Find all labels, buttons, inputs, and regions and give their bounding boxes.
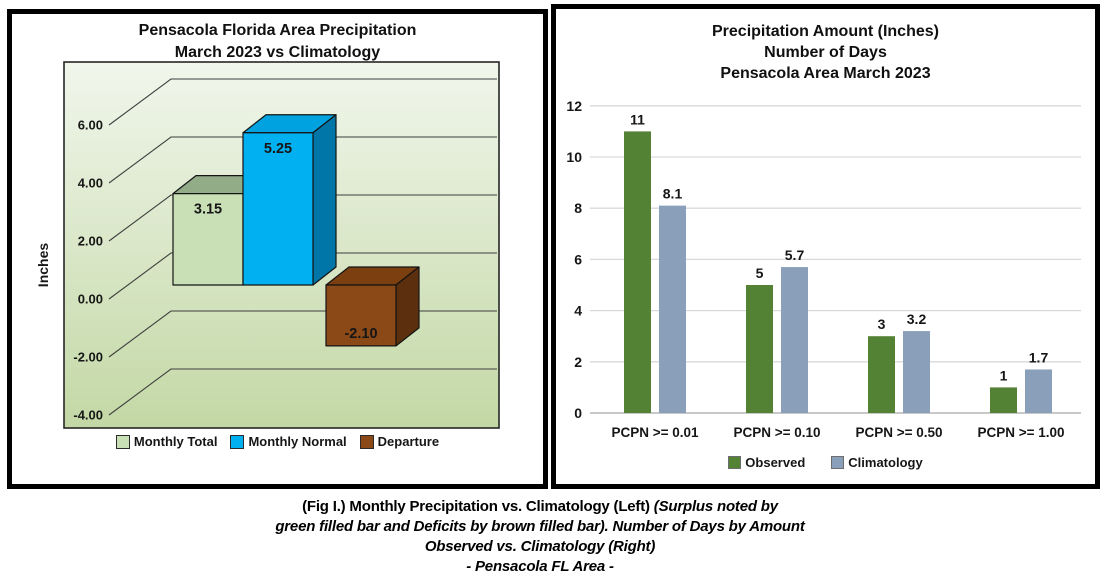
legend-swatch-monthly-total bbox=[115, 434, 130, 449]
legend-label: Climatology bbox=[848, 455, 923, 470]
legend-swatch-climatology bbox=[831, 456, 845, 469]
precip-3d-bar-chart: 6.00 4.00 2.00 0.00 -2.00 -4.00 3.15 5.25 -2.10 I… bbox=[35, 61, 500, 429]
bar-climatology bbox=[1025, 369, 1052, 413]
bar-value-label: -2.10 bbox=[344, 326, 377, 342]
bar-departure: -2.10 bbox=[325, 266, 420, 347]
legend-swatch-departure bbox=[359, 434, 374, 449]
bar-observed bbox=[868, 336, 895, 413]
left-chart-legend: Monthly Total Monthly Normal Departure bbox=[12, 434, 543, 449]
right-chart-title-line2: Number of Days bbox=[764, 44, 887, 61]
caption-line2: green filled bar and Deficits by brown f… bbox=[275, 518, 805, 535]
left-chart-title: Pensacola Florida Area Precipitation Mar… bbox=[12, 20, 543, 64]
left-chart-title-line1: Pensacola Florida Area Precipitation bbox=[138, 22, 417, 39]
legend-item-monthly-normal: Monthly Normal bbox=[230, 434, 347, 449]
bar-climatology bbox=[903, 331, 930, 413]
bar-value-label: 5.7 bbox=[785, 247, 805, 263]
bar-value-label: 11 bbox=[630, 111, 645, 127]
caption-line1: (Fig I.) Monthly Precipitation vs. Clima… bbox=[0, 497, 1080, 517]
bar-group-pcpn-0-10: 5 5.7 PCPN >= 0.10 bbox=[733, 247, 820, 440]
legend-label: Departure bbox=[377, 434, 440, 449]
days-grouped-bar-chart: 0 2 4 6 8 10 12 11 8.1 PCPN >= 0.01 5 5.7 PCPN >= 0.… bbox=[566, 98, 1081, 440]
bar-observed bbox=[624, 131, 651, 413]
bar-group-pcpn-0-01: 11 8.1 PCPN >= 0.01 bbox=[611, 111, 699, 440]
legend-label: Monthly Total bbox=[133, 434, 218, 449]
right-chart-legend: Observed Climatology bbox=[556, 455, 1095, 470]
y-tick-label: 0.00 bbox=[78, 292, 103, 307]
bar-value-label: 5 bbox=[756, 265, 764, 281]
category-label: PCPN >= 0.01 bbox=[611, 425, 699, 440]
legend-item-monthly-total: Monthly Total bbox=[115, 434, 218, 449]
right-chart-title-line3: Pensacola Area March 2023 bbox=[720, 65, 931, 82]
y-tick-label: 0 bbox=[574, 405, 582, 421]
bar-value-label: 3.2 bbox=[907, 311, 927, 327]
left-chart-panel: Pensacola Florida Area Precipitation Mar… bbox=[7, 9, 548, 489]
bar-climatology bbox=[781, 267, 808, 413]
bar-observed bbox=[990, 387, 1017, 413]
bar-value-label: 1 bbox=[1000, 367, 1008, 383]
y-axis-title: Inches bbox=[35, 243, 51, 288]
legend-item-climatology: Climatology bbox=[831, 455, 923, 470]
legend-label: Monthly Normal bbox=[248, 434, 347, 449]
y-tick-label: 12 bbox=[566, 98, 582, 114]
category-label: PCPN >= 1.00 bbox=[977, 425, 1064, 440]
y-tick-label: 2 bbox=[574, 354, 582, 370]
bar-climatology bbox=[659, 205, 686, 413]
bars: 11 8.1 PCPN >= 0.01 5 5.7 PCPN >= 0.10 3 3.2 PCP… bbox=[611, 111, 1064, 440]
category-label: PCPN >= 0.10 bbox=[733, 425, 820, 440]
bar-front-face bbox=[172, 193, 244, 286]
legend-label: Observed bbox=[745, 455, 806, 470]
y-tick-labels: 0 2 4 6 8 10 12 bbox=[566, 98, 582, 421]
bar-observed bbox=[746, 285, 773, 413]
y-tick-label: 8 bbox=[574, 200, 582, 216]
y-tick-label: 4 bbox=[574, 303, 582, 319]
bar-value-label: 8.1 bbox=[663, 186, 683, 202]
bar-group-pcpn-1-00: 1 1.7 PCPN >= 1.00 bbox=[977, 349, 1064, 440]
y-tick-label: -2.00 bbox=[73, 350, 103, 365]
bar-front-face bbox=[325, 284, 397, 347]
legend-swatch-monthly-normal bbox=[230, 434, 245, 449]
bar-side-face bbox=[312, 114, 337, 286]
y-tick-label: 6.00 bbox=[78, 118, 103, 133]
bar-monthly-normal: 5.25 bbox=[242, 114, 337, 286]
caption-line3: Observed vs. Climatology (Right) bbox=[424, 538, 656, 555]
gridlines bbox=[108, 78, 497, 416]
right-chart-title: Precipitation Amount (Inches) Number of … bbox=[556, 21, 1095, 84]
legend-item-departure: Departure bbox=[359, 434, 440, 449]
bar-value-label: 5.25 bbox=[264, 141, 292, 157]
y-tick-label: 4.00 bbox=[78, 176, 103, 191]
bars: 3.15 5.25 -2.10 bbox=[172, 114, 420, 347]
caption-line1-regular: (Fig I.) Monthly Precipitation vs. Clima… bbox=[302, 498, 650, 515]
y-tick-labels: 6.00 4.00 2.00 0.00 -2.00 -4.00 bbox=[73, 118, 103, 423]
figure-caption: (Fig I.) Monthly Precipitation vs. Clima… bbox=[0, 497, 1080, 577]
right-chart-panel: Precipitation Amount (Inches) Number of … bbox=[551, 4, 1100, 489]
legend-swatch-observed bbox=[728, 456, 742, 469]
bar-value-label: 3.15 bbox=[194, 202, 222, 218]
category-label: PCPN >= 0.50 bbox=[855, 425, 942, 440]
bar-value-label: 1.7 bbox=[1029, 349, 1049, 365]
y-tick-label: 2.00 bbox=[78, 234, 103, 249]
bar-value-label: 3 bbox=[878, 316, 886, 332]
y-tick-label: 6 bbox=[574, 251, 582, 267]
left-chart-title-line2: March 2023 vs Climatology bbox=[174, 44, 381, 61]
caption-line4: - Pensacola FL Area - bbox=[466, 558, 614, 575]
legend-item-observed: Observed bbox=[728, 455, 805, 470]
bar-front-face bbox=[242, 132, 314, 286]
caption-line1-italic: (Surplus noted by bbox=[653, 498, 778, 515]
y-tick-label: 10 bbox=[566, 149, 582, 165]
y-tick-label: -4.00 bbox=[73, 408, 103, 423]
right-chart-title-line1: Precipitation Amount (Inches) bbox=[712, 23, 939, 40]
bar-group-pcpn-0-50: 3 3.2 PCPN >= 0.50 bbox=[855, 311, 942, 440]
